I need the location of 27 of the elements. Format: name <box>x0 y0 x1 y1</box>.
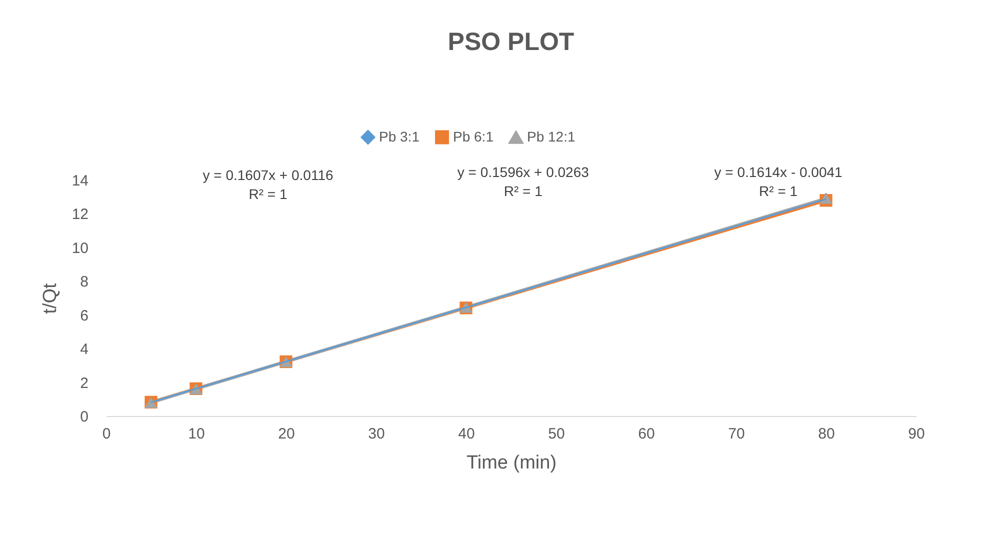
y-tick-label: 2 <box>80 374 88 392</box>
y-tick-label: 10 <box>72 240 88 257</box>
annotation: y = 0.1614x - 0.0041 R² = 1 <box>714 164 843 199</box>
chart-title: PSO PLOT <box>448 28 574 56</box>
y-tick-label: 12 <box>72 206 88 224</box>
x-tick-label: 40 <box>458 426 475 442</box>
x-tick-label: 70 <box>728 426 745 442</box>
x-tick-label: 80 <box>818 426 835 442</box>
legend-label: Pb 6:1 <box>453 128 494 144</box>
y-tick-label: 14 <box>72 172 88 190</box>
x-tick-label: 50 <box>548 426 565 442</box>
y-tick-label: 8 <box>80 274 88 291</box>
y-tick-label: 0 <box>80 408 88 426</box>
annotation: y = 0.1596x + 0.0263 R² = 1 <box>457 164 590 199</box>
y-axis-title: t/Qt <box>40 282 61 314</box>
x-tick-label: 60 <box>638 426 655 442</box>
x-tick-label: 30 <box>368 426 385 442</box>
x-axis-title: Time (min) <box>466 452 557 474</box>
x-tick-label: 10 <box>188 426 205 442</box>
x-tick-label: 20 <box>278 426 295 442</box>
y-tick-label: 6 <box>80 307 88 324</box>
x-tick-label: 0 <box>102 426 111 442</box>
legend-label: Pb 12:1 <box>527 128 576 145</box>
x-tick-label: 90 <box>908 426 925 442</box>
annotation: y = 0.1607x + 0.0116 R² = 1 <box>202 167 334 202</box>
y-tick-label: 4 <box>80 341 88 358</box>
legend-label: Pb 3:1 <box>379 128 420 144</box>
